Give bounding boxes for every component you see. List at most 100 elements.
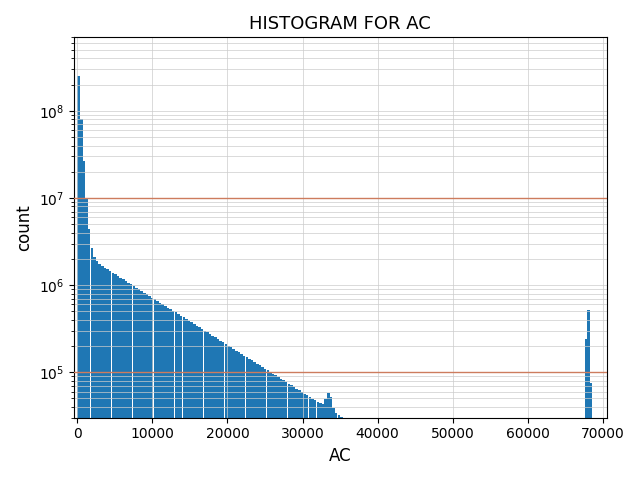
Bar (282, 380, 285, 480)
Bar (327, 393, 330, 480)
Bar (303, 394, 306, 480)
Bar (474, 418, 477, 480)
Bar (287, 384, 290, 480)
Bar (259, 365, 261, 480)
Bar (582, 418, 584, 480)
Bar (543, 418, 545, 480)
Bar (435, 418, 437, 480)
Bar (569, 418, 572, 480)
Bar (211, 336, 214, 480)
Bar (127, 283, 130, 480)
Bar (364, 418, 366, 480)
Bar (524, 418, 527, 480)
Bar (122, 279, 125, 480)
Bar (117, 276, 119, 480)
Bar (374, 418, 377, 480)
Bar (204, 331, 206, 480)
Bar (367, 418, 369, 480)
Bar (261, 367, 264, 480)
Bar (340, 417, 342, 480)
Bar (390, 418, 392, 480)
Bar (534, 418, 537, 480)
Bar (587, 310, 589, 480)
Bar (306, 395, 308, 480)
Bar (193, 324, 195, 480)
Bar (448, 418, 451, 480)
Bar (377, 418, 380, 480)
Bar (419, 418, 422, 480)
Bar (595, 418, 598, 480)
Bar (251, 360, 253, 480)
Bar (506, 418, 508, 480)
Bar (487, 418, 490, 480)
Bar (346, 418, 348, 480)
Bar (311, 398, 314, 480)
Bar (243, 356, 245, 480)
Bar (385, 418, 387, 480)
Bar (458, 418, 461, 480)
Bar (248, 359, 251, 480)
Bar (566, 418, 568, 480)
Bar (440, 418, 442, 480)
Bar (453, 418, 456, 480)
Bar (275, 375, 277, 480)
Bar (482, 418, 484, 480)
Bar (264, 369, 266, 480)
Bar (590, 383, 592, 480)
Bar (106, 269, 109, 480)
Bar (427, 418, 429, 480)
Bar (161, 304, 164, 480)
Bar (445, 418, 448, 480)
Bar (351, 418, 353, 480)
Bar (109, 271, 111, 480)
Bar (324, 398, 327, 480)
Bar (424, 418, 427, 480)
Bar (180, 316, 182, 480)
X-axis label: AC: AC (329, 447, 351, 465)
Bar (120, 278, 122, 480)
Bar (393, 418, 396, 480)
Bar (99, 264, 101, 480)
Bar (132, 286, 135, 480)
Bar (574, 418, 577, 480)
Bar (456, 418, 458, 480)
Bar (561, 418, 563, 480)
Bar (500, 418, 503, 480)
Bar (167, 308, 169, 480)
Bar (285, 382, 287, 480)
Bar (222, 342, 225, 480)
Bar (519, 418, 522, 480)
Bar (154, 299, 156, 480)
Bar (537, 418, 540, 480)
Bar (114, 275, 116, 480)
Bar (553, 418, 556, 480)
Bar (296, 389, 298, 480)
Bar (148, 296, 151, 480)
Bar (322, 404, 324, 480)
Bar (125, 281, 127, 480)
Bar (572, 418, 574, 480)
Bar (172, 311, 175, 480)
Bar (461, 418, 463, 480)
Bar (143, 293, 145, 480)
Bar (308, 397, 311, 480)
Bar (422, 418, 424, 480)
Bar (558, 418, 561, 480)
Bar (579, 418, 582, 480)
Bar (550, 418, 553, 480)
Bar (463, 418, 466, 480)
Bar (170, 309, 172, 480)
Bar (443, 418, 445, 480)
Bar (267, 371, 269, 480)
Bar (317, 402, 319, 480)
Bar (90, 248, 93, 480)
Bar (401, 418, 403, 480)
Bar (408, 418, 411, 480)
Bar (511, 418, 513, 480)
Bar (206, 332, 209, 480)
Bar (156, 301, 159, 480)
Bar (175, 312, 177, 480)
Bar (529, 418, 532, 480)
Bar (227, 346, 230, 480)
Bar (369, 418, 372, 480)
